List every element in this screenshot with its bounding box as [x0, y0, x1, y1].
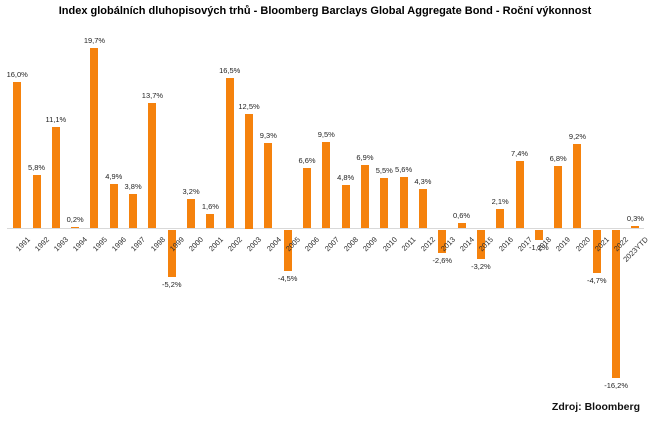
chart-title: Index globálních dluhopisových trhů - Bl…: [58, 5, 592, 17]
bar-2019: [554, 166, 563, 229]
value-label-2008: 4,8%: [337, 172, 355, 182]
value-label-2009: 6,9%: [356, 153, 374, 163]
value-label-2003: 12,5%: [238, 102, 260, 112]
bar-2013: [438, 229, 447, 254]
value-label-2002: 16,5%: [219, 65, 241, 75]
x-axis-label-2016: 2016: [496, 234, 515, 253]
value-label-1994: 0,2%: [66, 214, 84, 224]
bar-2010: [380, 178, 389, 229]
value-label-1992: 5,8%: [27, 163, 46, 173]
bar-1997: [129, 193, 138, 229]
x-axis-label-2003: 2003: [245, 234, 264, 253]
value-label-2007: 9,5%: [317, 129, 335, 139]
x-axis-label-2001: 2001: [206, 234, 225, 253]
x-axis-label-2010: 2010: [380, 234, 399, 253]
bar-2017: [515, 160, 524, 229]
bar-2005: [283, 229, 292, 271]
x-axis-label-1995: 1995: [90, 234, 109, 253]
value-label-2023ytd: 0,3%: [626, 213, 644, 223]
bar-2007: [322, 141, 331, 229]
x-axis-label-1996: 1996: [110, 234, 129, 253]
bar-1999: [167, 229, 176, 278]
bar-2008: [341, 184, 350, 229]
bar-2018: [534, 229, 543, 241]
x-axis-line: [7, 228, 644, 229]
bar-2022: [612, 229, 621, 378]
x-axis-label-2009: 2009: [361, 234, 380, 253]
bar-2014: [457, 223, 466, 229]
x-axis-label-2002: 2002: [225, 234, 245, 253]
bar-1991: [13, 82, 22, 229]
value-label-1993: 11,1%: [45, 114, 67, 124]
bar-2004: [264, 143, 273, 229]
value-label-2017: 7,4%: [510, 148, 529, 158]
bar-2016: [496, 209, 505, 229]
bar-1994: [71, 226, 80, 229]
x-axis-label-1994: 1994: [71, 234, 90, 253]
value-label-2018: -1,2%: [529, 243, 549, 253]
value-label-2015: -3,2%: [471, 261, 491, 271]
x-axis-label-1991: 1991: [13, 234, 32, 253]
value-label-1996: 4,9%: [105, 171, 123, 181]
value-label-2021: -4,7%: [587, 275, 607, 285]
value-label-2000: 3,2%: [182, 187, 200, 197]
x-axis-label-1992: 1992: [32, 234, 51, 253]
bar-2012: [418, 189, 427, 229]
bar-2006: [303, 168, 311, 229]
bar-2009: [360, 165, 369, 229]
bar-1992: [32, 175, 41, 229]
x-axis-label-2014: 2014: [457, 234, 476, 253]
value-label-1999: -5,2%: [161, 280, 182, 290]
value-label-2004: 9,3%: [259, 131, 277, 141]
bar-2020: [573, 144, 582, 229]
bar-1998: [148, 103, 157, 229]
value-label-2010: 5,5%: [375, 166, 393, 176]
bar-2002: [225, 77, 234, 229]
x-axis-label-2020: 2020: [573, 234, 592, 253]
bar-1996: [109, 183, 118, 229]
value-label-2022: -16,2%: [604, 380, 628, 390]
x-axis-label-2008: 2008: [341, 234, 361, 253]
value-label-2012: 4,3%: [414, 177, 432, 187]
value-label-2006: 6,6%: [298, 156, 316, 166]
value-label-2001: 1,6%: [201, 201, 219, 211]
bar-2023ytd: [631, 225, 640, 229]
x-axis-label-2000: 2000: [187, 234, 206, 253]
x-axis-label-1997: 1997: [129, 234, 148, 253]
x-axis-label-2012: 2012: [419, 234, 438, 253]
x-axis-label-1993: 1993: [52, 234, 71, 253]
value-label-2011: 5,6%: [395, 165, 413, 175]
bar-2021: [592, 229, 601, 273]
x-axis-label-2011: 2011: [400, 234, 418, 253]
value-label-2013: -2,6%: [432, 256, 453, 266]
x-axis-label-1998: 1998: [148, 234, 167, 253]
value-label-2020: 9,2%: [568, 132, 587, 142]
value-label-1995: 19,7%: [83, 36, 106, 46]
bar-1995: [90, 48, 99, 229]
source-note: Zdroj: Bloomberg: [551, 401, 640, 413]
bar-2001: [206, 213, 215, 229]
value-label-1997: 3,8%: [124, 181, 142, 191]
value-label-2014: 0,6%: [452, 211, 471, 220]
x-axis-label-2007: 2007: [322, 234, 341, 253]
value-label-2019: 6,8%: [549, 154, 567, 164]
x-axis-label-2006: 2006: [303, 234, 322, 253]
bar-2011: [399, 177, 408, 229]
bar-2015: [476, 229, 485, 259]
value-label-1998: 13,7%: [141, 91, 164, 101]
bar-2003: [245, 114, 254, 229]
value-label-1991: 16,0%: [6, 70, 28, 80]
bar-1993: [51, 126, 60, 229]
value-label-2005: -4,5%: [277, 273, 298, 283]
x-axis-label-2004: 2004: [264, 234, 283, 253]
bar-2000: [187, 199, 196, 229]
value-label-2016: 2,1%: [491, 197, 509, 207]
